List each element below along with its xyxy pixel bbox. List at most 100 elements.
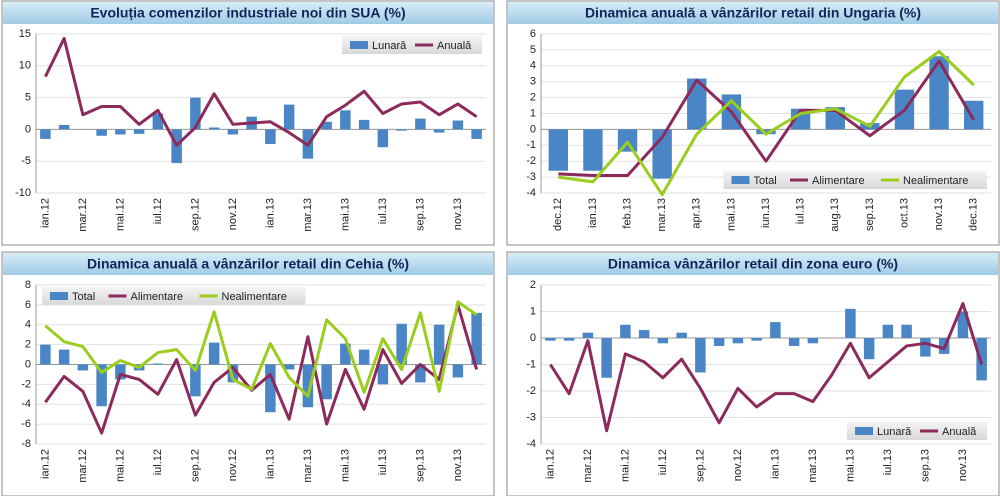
x-tick-label: ian.13 — [264, 198, 276, 228]
bar — [58, 124, 70, 130]
x-tick-label: ian.12 — [544, 449, 556, 479]
legend-box — [847, 422, 987, 440]
x-tick-label: sep.12 — [694, 449, 706, 482]
bar — [433, 129, 445, 133]
y-tick-label: 2 — [530, 279, 536, 291]
x-tick-label: nov.12 — [227, 198, 239, 230]
bar — [433, 324, 445, 365]
x-tick-label: iul.13 — [377, 198, 389, 224]
x-tick-label: iul.13 — [795, 198, 807, 224]
bar — [582, 332, 594, 338]
x-tick-label: ian.13 — [769, 449, 781, 479]
legend-label: Anuală — [437, 40, 472, 52]
y-tick-label: 1 — [530, 305, 536, 317]
line-series — [558, 49, 975, 197]
x-tick-label: feb.13 — [621, 198, 633, 229]
title-bar — [3, 2, 493, 24]
x-tick-label: mar.13 — [656, 198, 668, 232]
y-tick-label: -1 — [526, 358, 536, 370]
bar — [283, 364, 295, 370]
x-tick-label: oct.13 — [898, 198, 910, 228]
x-tick-label: dec.13 — [968, 198, 980, 231]
panel-frame — [506, 251, 1000, 496]
bar — [845, 308, 856, 338]
legend-label: Nealimentare — [903, 175, 968, 187]
bar — [676, 332, 687, 338]
y-tick-label: -3 — [526, 171, 536, 183]
y-tick-label: 1 — [530, 107, 536, 119]
x-tick-label: nov.13 — [452, 198, 464, 230]
y-tick-label: -3 — [526, 411, 536, 423]
bar — [340, 110, 351, 130]
legend-swatch — [50, 292, 68, 300]
bar — [920, 338, 931, 357]
bar — [265, 364, 276, 413]
x-tick-label: iul.12 — [657, 449, 669, 475]
y-tick-label: 4 — [25, 319, 31, 331]
x-tick-label: ian.13 — [264, 449, 276, 479]
chart-title: Dinamica anuală a vânzărilor retail din … — [585, 5, 921, 21]
bar — [695, 338, 706, 373]
x-tick-label: sep.13 — [919, 449, 931, 482]
x-tick-label: mai.13 — [339, 449, 351, 482]
x-tick-label: sep.13 — [414, 449, 426, 482]
title-bar — [508, 2, 998, 24]
bar — [929, 56, 949, 130]
y-tick-label: -2 — [526, 385, 536, 397]
line-series — [549, 302, 984, 433]
line-series — [44, 300, 478, 398]
bar — [583, 129, 603, 171]
bar — [58, 349, 70, 365]
bar — [687, 78, 707, 130]
bar — [115, 364, 126, 380]
bar — [957, 311, 969, 338]
bar — [545, 338, 556, 341]
x-tick-label: sep.12 — [189, 198, 201, 231]
bar — [377, 364, 389, 385]
y-tick-label: -6 — [21, 418, 31, 430]
bar — [396, 129, 407, 131]
y-tick-label: -8 — [21, 438, 31, 450]
y-tick-label: -4 — [21, 398, 31, 410]
legend-label: Total — [72, 291, 95, 303]
x-tick-label: nov.13 — [933, 198, 945, 230]
x-tick-label: iul.12 — [152, 198, 164, 224]
x-tick-label: sep.13 — [414, 198, 426, 231]
bar — [190, 97, 201, 130]
bar — [788, 338, 800, 346]
legend-swatch — [731, 176, 750, 184]
bar — [732, 338, 744, 344]
x-tick-label: mai.13 — [844, 449, 856, 482]
chart-title: Evoluția comenzilor industriale noi din … — [90, 5, 405, 21]
title-bar — [3, 253, 493, 275]
x-tick-label: mai.12 — [114, 198, 126, 231]
title-bar — [508, 253, 998, 275]
x-tick-label: aug.13 — [829, 198, 841, 232]
bar — [713, 338, 725, 346]
legend-label: Anuală — [942, 426, 977, 438]
y-tick-label: 0 — [25, 358, 31, 370]
y-tick-label: 0 — [530, 332, 536, 344]
bar — [452, 120, 464, 130]
bar — [358, 349, 370, 365]
legend-label: Alimentare — [131, 291, 184, 303]
chart-title: Dinamica anuală a vânzărilor retail din … — [87, 256, 409, 272]
legend-label: Nealimentare — [222, 291, 287, 303]
bar — [96, 364, 107, 407]
legend-swatch — [855, 427, 873, 435]
bar — [40, 344, 51, 365]
y-tick-label: -4 — [526, 438, 536, 450]
bar — [340, 343, 351, 365]
x-tick-label: ian.13 — [587, 198, 599, 228]
bar — [321, 364, 332, 400]
y-tick-label: -5 — [21, 155, 31, 167]
y-tick-label: 0 — [25, 123, 31, 135]
bar — [563, 338, 575, 341]
bar — [208, 342, 220, 365]
bar — [396, 323, 407, 365]
x-tick-label: ian.12 — [39, 198, 51, 228]
bar — [471, 129, 482, 139]
x-tick-label: mar.13 — [807, 449, 819, 483]
x-tick-label: mar.12 — [77, 198, 89, 232]
